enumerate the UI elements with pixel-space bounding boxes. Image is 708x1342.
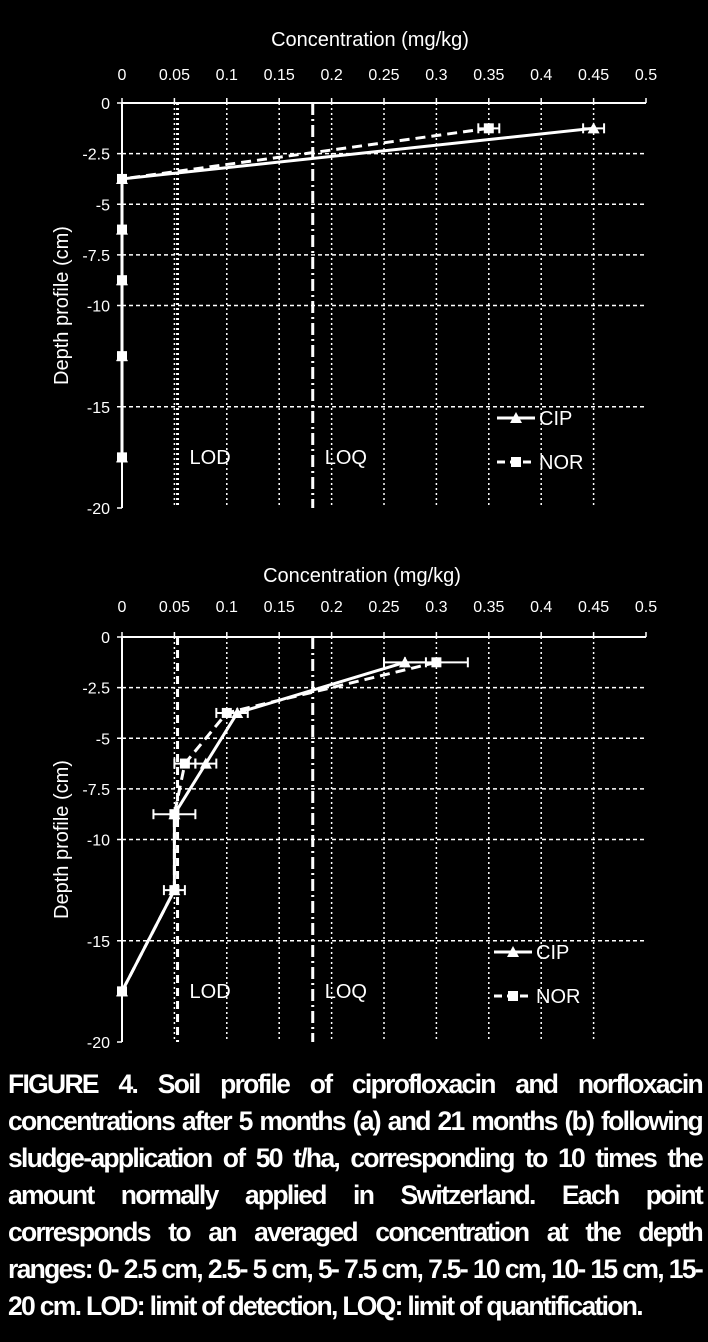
chart-b-x-tick-label: 0.15 <box>264 599 295 616</box>
chart-b-series-nor-point <box>179 758 190 769</box>
chart-b-lod-label: LOD <box>190 981 231 1003</box>
chart-a-y-tick-label: -7.5 <box>82 248 110 265</box>
chart-a-series-nor-point <box>117 452 127 463</box>
chart-panel-b: Concentration (mg/kg) Depth profile (cm) 0… <box>51 565 657 1052</box>
chart-a-y-axis-title: Depth profile (cm) <box>51 226 73 385</box>
chart-a-x-tick-label: 0.5 <box>635 67 657 84</box>
chart-a-y-tick-label: -10 <box>87 299 110 316</box>
chart-a-series-nor-point <box>483 123 494 134</box>
chart-b-series-nor-point <box>221 707 232 718</box>
chart-a-x-tick-label: 0.15 <box>264 67 295 84</box>
chart-a-x-tick-label: 0.45 <box>578 67 609 84</box>
chart-a-x-tick-label: 0.25 <box>368 67 399 84</box>
chart-a-y-tick-label: -2.5 <box>82 147 110 164</box>
chart-a-y-tick-label: -20 <box>87 501 110 518</box>
chart-b-x-tick-label: 0.1 <box>216 599 238 616</box>
chart-b-y-tick-label: -10 <box>87 833 110 850</box>
chart-a-x-tick-label: 0.05 <box>159 67 190 84</box>
chart-a-legend-cip-label: CIP <box>539 408 572 430</box>
chart-a-x-axis-title: Concentration (mg/kg) <box>271 29 469 51</box>
chart-b-y-tick-label: -15 <box>87 934 110 951</box>
chart-b-x-axis-title: Concentration (mg/kg) <box>263 565 461 587</box>
chart-b-series-nor-point <box>169 809 180 820</box>
chart-b-x-tick-label: 0.35 <box>473 599 504 616</box>
chart-b-y-tick-label: -2.5 <box>82 681 110 698</box>
chart-b-x-tick-label: 0.45 <box>578 599 609 616</box>
chart-b-legend-cip-marker <box>507 946 519 957</box>
chart-a-x-tick-label: 0.35 <box>473 67 504 84</box>
chart-a-series-nor-point <box>117 275 127 286</box>
chart-b-series-nor-point <box>117 986 127 997</box>
chart-a-x-tick-label: 0.4 <box>530 67 552 84</box>
chart-a-x-tick-label: 0.1 <box>216 67 238 84</box>
chart-a-y-tick-label: -5 <box>96 197 110 214</box>
chart-a-series-nor-point <box>117 173 127 184</box>
chart-b-x-tick-label: 0.05 <box>159 599 190 616</box>
chart-b-series-cip-point <box>199 757 212 769</box>
chart-b-series-nor-point <box>431 657 442 668</box>
chart-a-y-tick-label: -15 <box>87 400 110 417</box>
chart-a-loq-label: LOQ <box>325 447 367 469</box>
chart-b-x-tick-label: 0 <box>118 599 127 616</box>
chart-b-y-tick-label: 0 <box>101 630 110 647</box>
chart-a-x-tick-label: 0 <box>118 67 127 84</box>
chart-a-series-cip-line <box>120 126 594 458</box>
chart-b-series-nor-line <box>120 660 437 993</box>
chart-a-legend-nor-label: NOR <box>539 452 583 474</box>
chart-b-y-tick-label: -7.5 <box>82 782 110 799</box>
chart-a-lod-label: LOD <box>190 447 231 469</box>
chart-a-series-nor-line <box>120 126 490 458</box>
figure-caption: FIGURE 4. Soil profile of ciprofloxacin … <box>8 1069 704 1321</box>
chart-b-x-tick-label: 0.25 <box>368 599 399 616</box>
chart-a-x-tick-label: 0.2 <box>320 67 342 84</box>
chart-a-legend-nor-marker <box>511 457 521 467</box>
chart-b-x-tick-label: 0.3 <box>425 599 447 616</box>
chart-b-series-cip-line <box>120 660 406 993</box>
chart-b-x-tick-label: 0.5 <box>635 599 657 616</box>
chart-b-loq-label: LOQ <box>325 981 367 1003</box>
chart-a-x-tick-label: 0.3 <box>425 67 447 84</box>
chart-a-series-nor-point <box>117 351 127 362</box>
chart-b-y-tick-label: -20 <box>87 1035 110 1052</box>
chart-a-y-tick-label: 0 <box>101 96 110 113</box>
chart-b-legend-cip-label: CIP <box>536 942 569 964</box>
chart-b-x-tick-label: 0.2 <box>320 599 342 616</box>
chart-b-legend-nor-marker <box>508 991 518 1001</box>
chart-b-y-axis-title: Depth profile (cm) <box>51 760 73 919</box>
chart-b-legend-nor-label: NOR <box>536 986 580 1008</box>
chart-a-series-nor-point <box>117 224 127 235</box>
chart-b-series-nor-point <box>169 885 180 896</box>
chart-a-legend-cip-marker <box>510 412 522 423</box>
chart-b-x-tick-label: 0.4 <box>530 599 552 616</box>
chart-b-y-tick-label: -5 <box>96 731 110 748</box>
chart-panel-a: Concentration (mg/kg) Depth profile (cm) 0… <box>51 29 657 518</box>
chart-a-series-cip-point <box>587 122 600 134</box>
